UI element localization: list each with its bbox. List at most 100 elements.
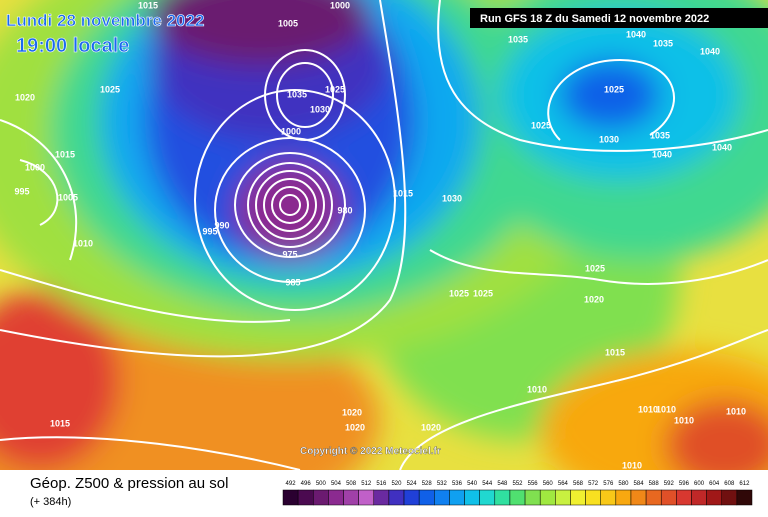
isobar-label: 990: [214, 220, 229, 230]
colorbar-label: 564: [558, 481, 569, 487]
colorbar-cell: [434, 489, 450, 506]
isobar-label: 1010: [674, 415, 694, 425]
isobar-label: 1000: [330, 0, 350, 10]
colorbar-cell: [373, 489, 390, 506]
colorbar-cell: [615, 489, 632, 506]
colorbar-cell: [660, 489, 677, 506]
colorbar-label: 588: [649, 481, 660, 487]
isobar-label: 1010: [73, 238, 93, 248]
colorbar-cell: [313, 489, 329, 506]
colorbar-label: 496: [301, 481, 312, 487]
isobar-label: 1010: [622, 460, 642, 470]
colorbar-cell: [585, 489, 601, 506]
colorbar-cell: [388, 489, 405, 506]
isobar-label: 985: [285, 277, 300, 287]
colorbar-cell: [721, 489, 738, 506]
isobar-label: 1040: [712, 142, 732, 152]
colorbar-label: 600: [694, 481, 705, 487]
colorbar-cell: [282, 489, 299, 506]
colorbar-cell: [297, 489, 314, 506]
colorbar-cell: [509, 489, 526, 506]
colorbar-label: 612: [739, 481, 750, 487]
colorbar-cell: [645, 489, 662, 506]
forecast-date: Lundi 28 novembre 2022: [6, 11, 204, 30]
isobar-label: 1020: [345, 422, 365, 432]
isobar-label: 1025: [585, 263, 605, 273]
isobar-label: 980: [337, 205, 352, 215]
colorbar-label: 532: [437, 481, 448, 487]
colorbar-cell: [418, 489, 435, 506]
colorbar-cell: [343, 489, 359, 506]
isobar-label: 1040: [700, 46, 720, 56]
colorbar-label: 580: [618, 481, 629, 487]
isobar-label: 1010: [638, 404, 658, 414]
colorbar-label: 604: [709, 481, 720, 487]
isobar-label: 1030: [599, 134, 619, 144]
run-info: Run GFS 18 Z du Samedi 12 novembre 2022: [480, 13, 709, 25]
colorbar-cell: [449, 489, 465, 506]
isobar-label: 1015: [55, 149, 75, 159]
colorbar-label: 560: [543, 481, 554, 487]
isobar-label: 1005: [58, 192, 78, 202]
colorbar-cell: [676, 489, 692, 506]
isobar-label: 1005: [278, 18, 298, 28]
isobar-label: 1025: [449, 288, 469, 298]
isobar-label: 1000: [281, 126, 301, 136]
isobar-label: 995: [202, 226, 217, 236]
isobar-label: 1015: [605, 347, 625, 357]
isobar-label: 1015: [50, 418, 70, 428]
isobar-label: 1035: [650, 130, 670, 140]
colorbar-cell: [328, 489, 344, 506]
colorbar-label: 512: [361, 481, 372, 487]
colorbar-label: 568: [573, 481, 584, 487]
isobar-label: 1025: [100, 84, 120, 94]
isobar-label: 1030: [442, 193, 462, 203]
isobar-label: 1040: [626, 29, 646, 39]
colorbar-label: 524: [407, 481, 418, 487]
colorbar-cell: [524, 489, 541, 506]
colorbar-label: 608: [724, 481, 735, 487]
colorbar-label: 516: [376, 481, 387, 487]
colorbar-cell: [479, 489, 496, 506]
isobar-label: 1025: [473, 288, 493, 298]
colorbar-label: 500: [316, 481, 327, 487]
colorbar-label: 536: [452, 481, 463, 487]
isobar-label: 1015: [393, 188, 413, 198]
isobar-label: 1020: [15, 92, 35, 102]
colorbar-label: 528: [422, 481, 433, 487]
isobar-label: 1025: [325, 84, 345, 94]
isobar-label: 1035: [508, 34, 528, 44]
legend-title: Géop. Z500 & pression au sol: [30, 475, 228, 492]
colorbar-cell: [464, 489, 480, 506]
copyright: Copyright © 2022 Meteociel.fr: [300, 446, 441, 457]
colorbar-cell: [706, 489, 722, 506]
colorbar-label: 492: [286, 481, 297, 487]
colorbar-cell: [358, 489, 375, 506]
colorbar-cell: [403, 489, 420, 506]
isobar-label: 1030: [310, 104, 330, 114]
isobar-label: 1035: [653, 38, 673, 48]
colorbar-label: 548: [497, 481, 508, 487]
colorbar-label: 592: [664, 481, 675, 487]
colorbar-label: 556: [528, 481, 539, 487]
colorbar-label: 572: [588, 481, 599, 487]
isobar-label: 1010: [527, 384, 547, 394]
colorbar-label: 596: [679, 481, 690, 487]
colorbar-label: 504: [331, 481, 342, 487]
isobar-label: 1020: [584, 294, 604, 304]
colorbar-cell: [691, 489, 707, 506]
isobar-label: 1020: [342, 407, 362, 417]
colorbar-label: 544: [482, 481, 493, 487]
forecast-time: 19:00 locale: [16, 35, 129, 57]
colorbar-label: 552: [512, 481, 523, 487]
legend-subtitle: (+ 384h): [30, 496, 71, 508]
isobar-label: 1025: [531, 120, 551, 130]
colorbar-cell: [600, 489, 617, 506]
isobar-label: 1010: [656, 404, 676, 414]
isobar-label: 1000: [25, 162, 45, 172]
colorbar-cell: [555, 489, 571, 506]
run-banner: [470, 8, 768, 28]
isobar-label: 995: [14, 186, 29, 196]
